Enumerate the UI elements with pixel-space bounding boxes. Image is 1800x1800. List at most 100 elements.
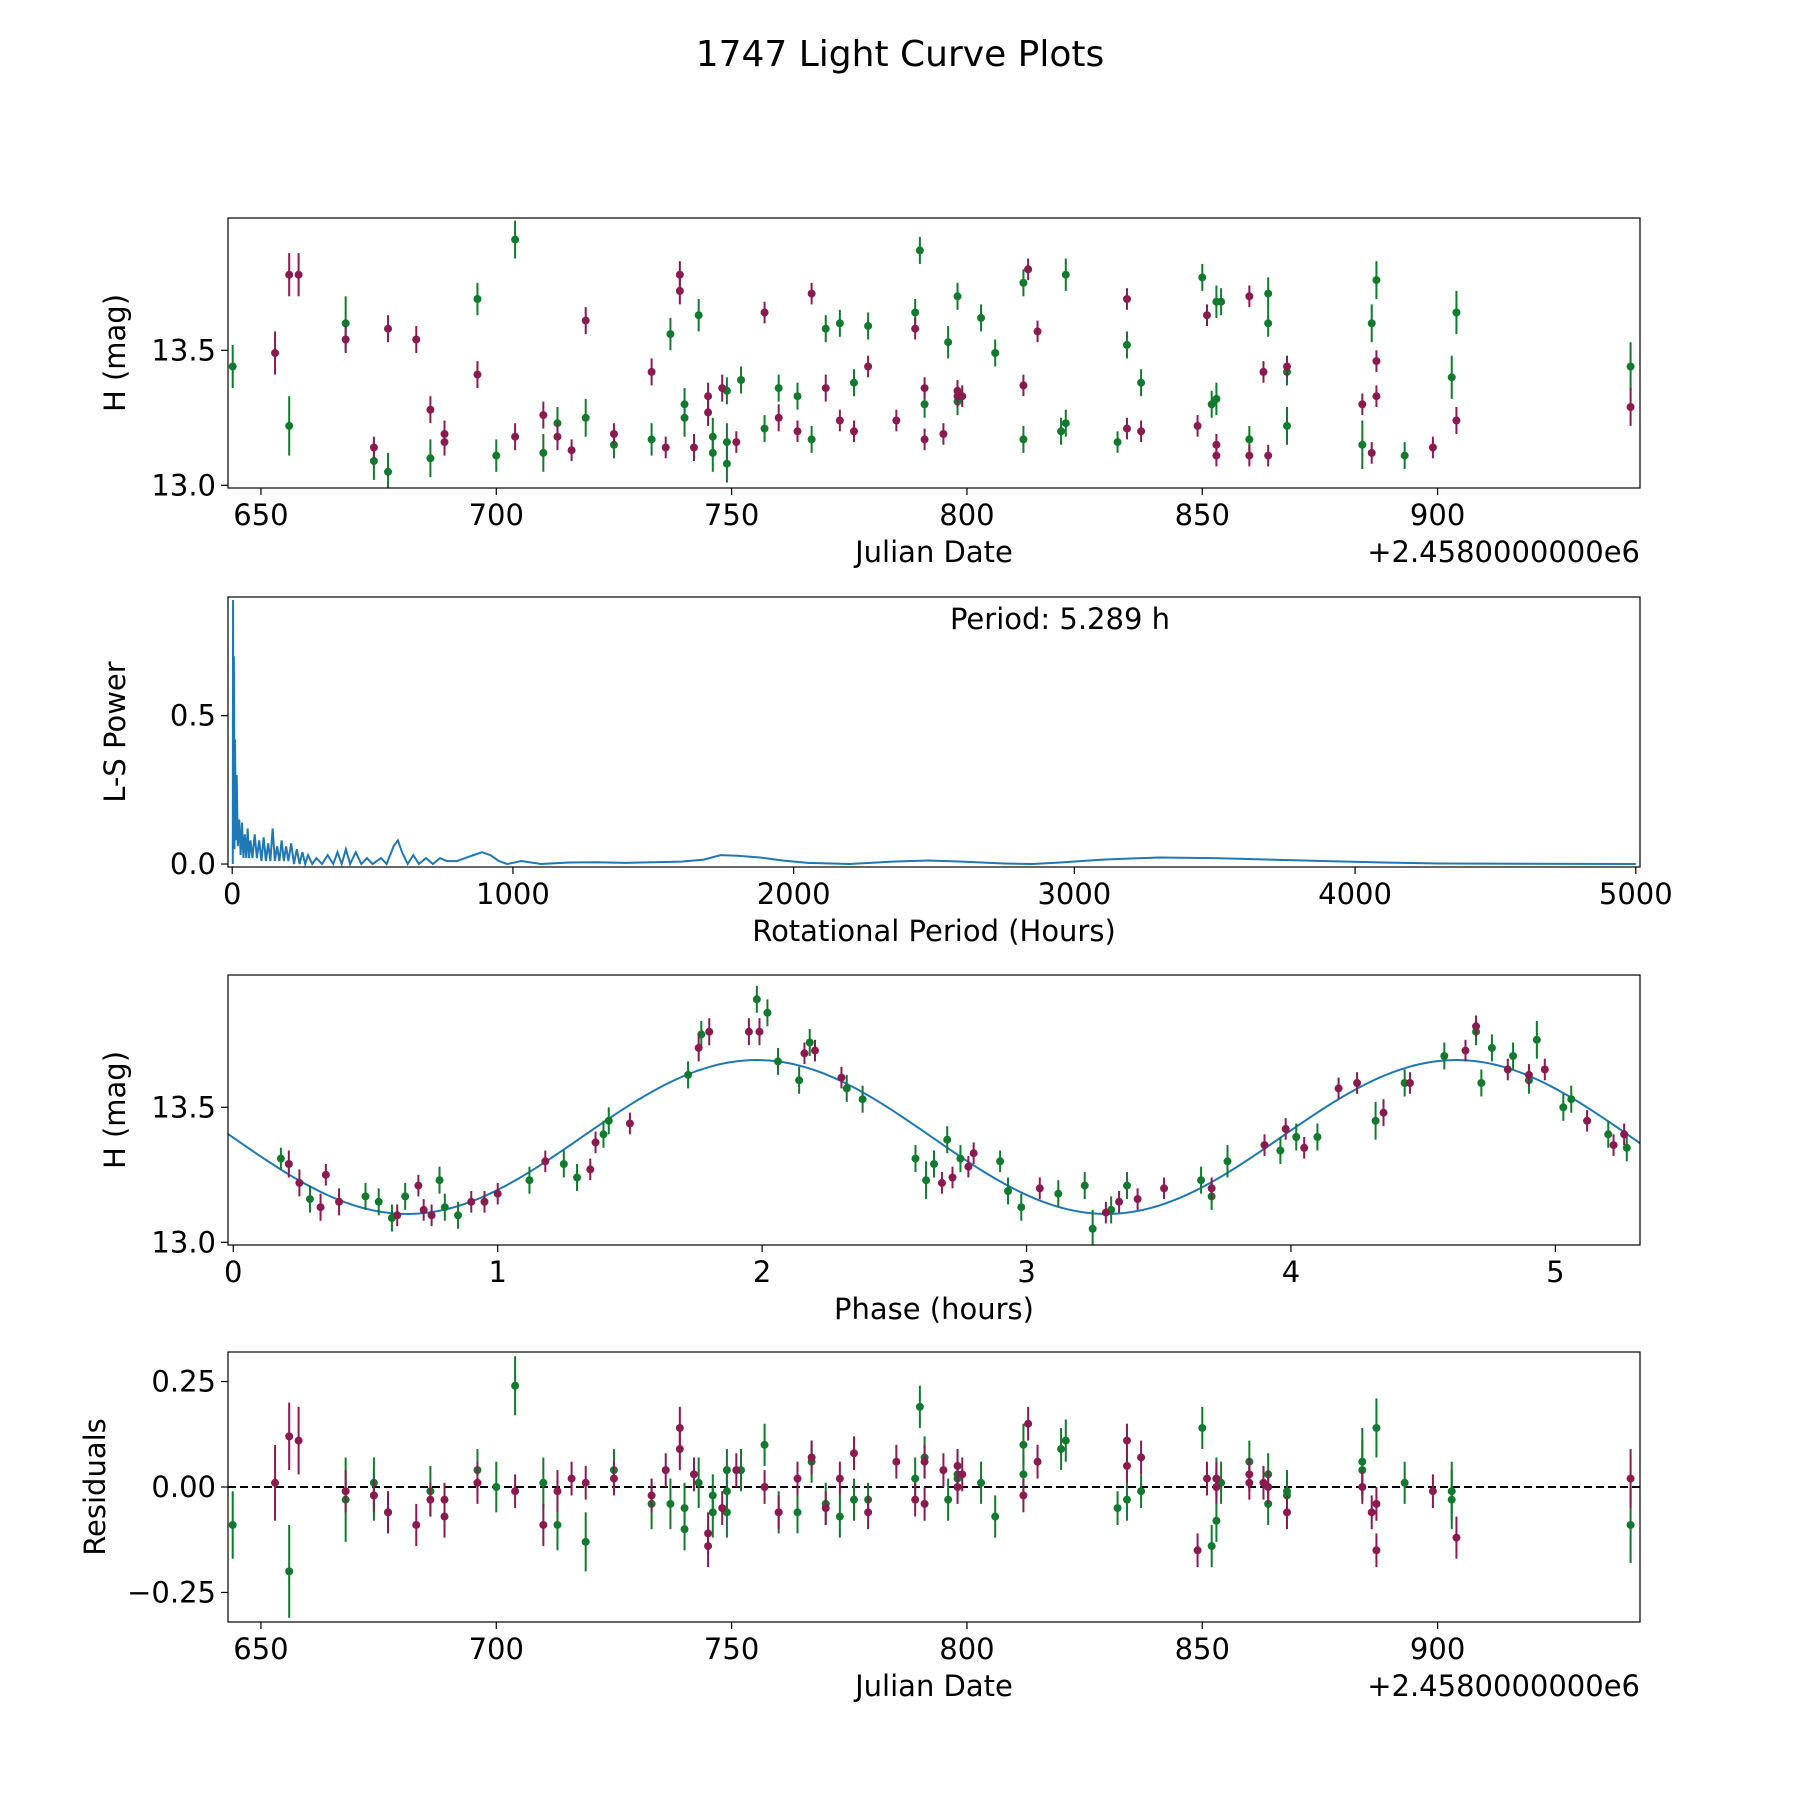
data-point — [1207, 1542, 1216, 1551]
data-point — [511, 432, 520, 441]
data-point — [609, 1474, 618, 1483]
data-point — [581, 316, 590, 325]
data-point — [440, 438, 449, 447]
data-point — [285, 270, 294, 279]
data-point — [760, 1440, 769, 1449]
data-point — [1207, 1184, 1216, 1193]
data-point — [892, 416, 901, 425]
x-tick-label: 3 — [1017, 1255, 1035, 1289]
data-point — [1372, 1499, 1381, 1508]
data-point — [1313, 1133, 1322, 1141]
data-point — [1540, 1065, 1549, 1074]
data-point — [1260, 1141, 1269, 1150]
x-tick-label: 700 — [469, 1632, 524, 1666]
data-point — [1281, 1124, 1290, 1133]
data-point — [369, 1491, 378, 1500]
data-point — [922, 1176, 931, 1185]
data-point — [811, 1046, 820, 1055]
data-point — [294, 270, 303, 279]
data-point — [732, 1466, 741, 1475]
data-point — [1198, 1423, 1207, 1432]
data-point — [573, 1173, 582, 1182]
x-axis-label: Julian Date — [853, 1669, 1013, 1703]
data-point — [426, 405, 435, 414]
data-point — [911, 308, 920, 317]
data-point — [752, 995, 761, 1004]
data-point — [920, 384, 929, 393]
data-point — [493, 1189, 502, 1198]
data-point — [821, 324, 830, 333]
data-point — [426, 454, 435, 463]
data-point — [427, 1211, 436, 1220]
data-point — [943, 1135, 952, 1144]
data-point — [1035, 1184, 1044, 1193]
data-point — [1264, 1483, 1273, 1491]
panel-residuals: 650 700 750 800 850 900 0.25 0.00 −0.25 Julian Da… — [78, 1351, 1641, 1703]
x-tick-label: 2 — [753, 1255, 771, 1289]
data-point — [1264, 289, 1273, 298]
data-point — [384, 324, 393, 333]
data-point — [722, 1487, 731, 1496]
data-point — [760, 308, 769, 317]
data-point — [800, 1049, 809, 1058]
data-point — [1559, 1103, 1568, 1112]
data-point — [1626, 1474, 1635, 1483]
x-offset-label: +2.4580000000e6 — [1367, 535, 1640, 569]
data-point — [939, 430, 948, 438]
data-point — [666, 330, 675, 339]
data-point — [1626, 362, 1635, 371]
data-point — [539, 1478, 548, 1487]
data-point — [473, 1478, 482, 1487]
data-point — [1212, 1516, 1221, 1525]
data-point — [1264, 451, 1273, 460]
data-point — [1057, 427, 1066, 436]
data-point — [939, 1466, 948, 1475]
data-point — [911, 1154, 920, 1163]
data-point — [1019, 1440, 1028, 1449]
data-point — [1447, 373, 1456, 382]
data-point — [1061, 419, 1070, 428]
data-point — [911, 1495, 920, 1504]
data-point — [977, 313, 986, 322]
axes-frame — [227, 217, 1641, 489]
x-tick-label: 800 — [939, 1632, 994, 1666]
data-point — [969, 1149, 978, 1158]
plot-area-raw — [228, 220, 1635, 488]
plot-area-periodogram — [231, 599, 1636, 867]
data-point — [480, 1197, 489, 1206]
data-point — [647, 1491, 656, 1500]
data-point — [276, 1154, 285, 1163]
y-axis-label: Residuals — [78, 1418, 112, 1556]
data-point — [1113, 1504, 1122, 1513]
data-point — [1202, 1474, 1211, 1483]
data-point — [849, 427, 858, 436]
x-tick-label: 5 — [1546, 1255, 1564, 1289]
data-point — [1358, 400, 1367, 409]
data-point — [1017, 1203, 1026, 1212]
data-point — [473, 295, 482, 303]
data-point — [849, 378, 858, 387]
data-point — [689, 1470, 698, 1479]
data-point — [440, 1495, 449, 1504]
data-point — [511, 1381, 520, 1390]
data-point — [1400, 451, 1409, 460]
data-point — [412, 335, 421, 344]
data-point — [586, 1165, 595, 1174]
x-tick-label: 1 — [488, 1255, 506, 1289]
data-point — [948, 1173, 957, 1182]
data-point — [1609, 1141, 1618, 1150]
x-axis-label: Julian Date — [853, 535, 1013, 569]
data-point — [953, 292, 962, 301]
x-offset-label: +2.4580000000e6 — [1367, 1669, 1640, 1703]
data-point — [864, 1508, 873, 1517]
data-point — [807, 289, 816, 298]
data-point — [1372, 1546, 1381, 1555]
data-point — [295, 1178, 304, 1187]
data-point — [915, 1402, 924, 1411]
x-tick-label: 650 — [233, 498, 288, 532]
y-axis-label: H (mag) — [98, 1051, 132, 1169]
data-point — [937, 1178, 946, 1187]
data-point — [1088, 1224, 1097, 1233]
data-point — [1620, 1130, 1629, 1139]
data-point — [680, 413, 689, 422]
